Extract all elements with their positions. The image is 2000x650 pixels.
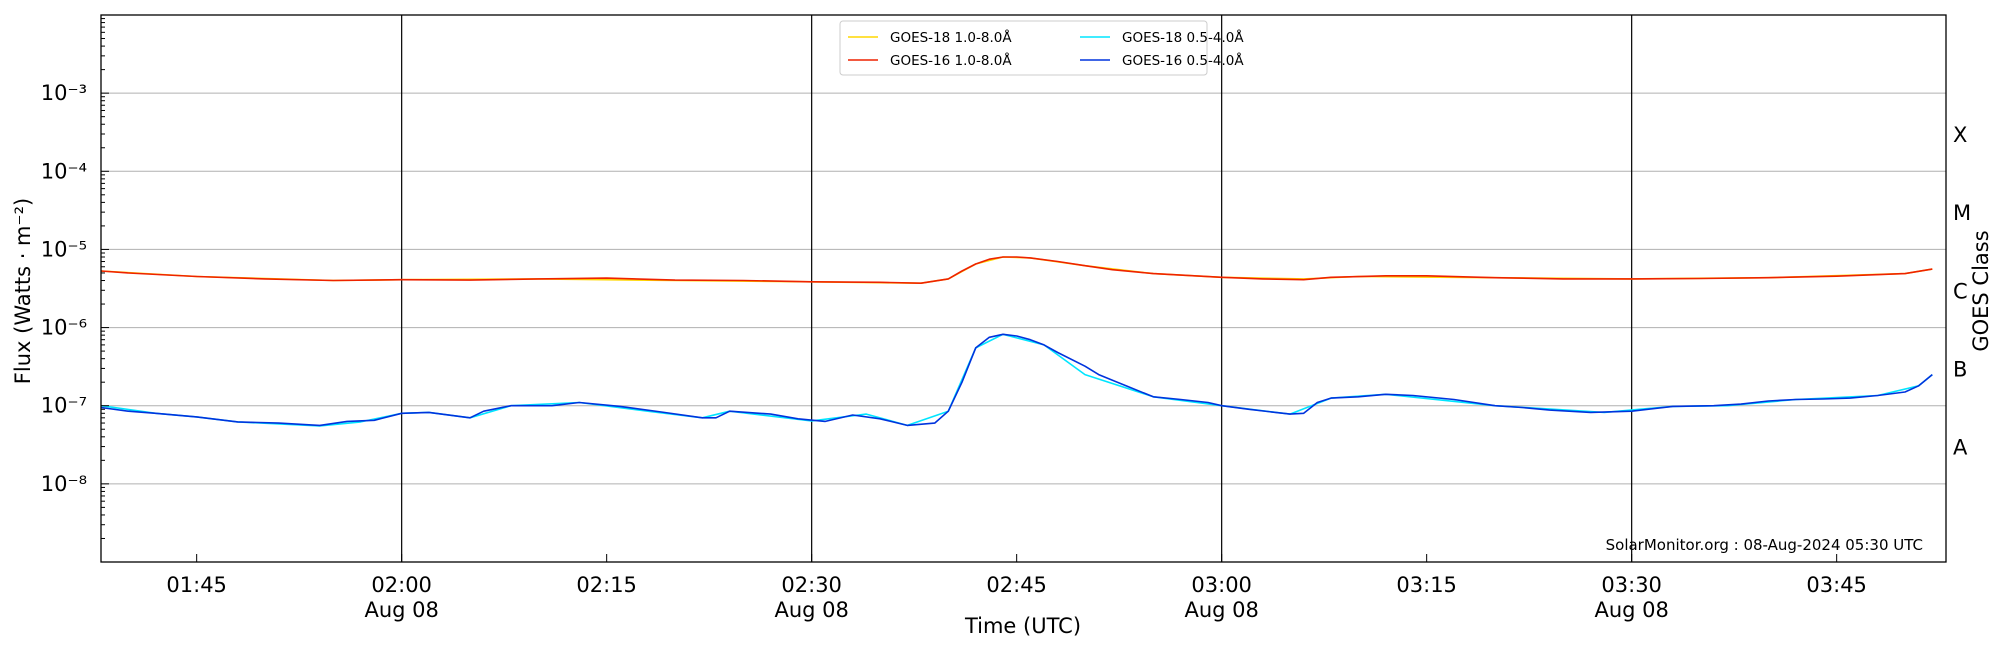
legend-label: GOES-18 0.5-4.0Å [1122,29,1244,46]
x-tick-date-label: Aug 08 [364,598,438,622]
legend-label: GOES-18 1.0-8.0Å [890,29,1012,46]
series-line-1 [100,256,1933,285]
legend-label: GOES-16 0.5-4.0Å [1122,52,1244,69]
goes-class-label: A [1953,436,1968,460]
plot-frame [100,14,1947,563]
y-tick-label: 10⁻⁸ [41,472,87,496]
series-lines [100,256,1933,427]
x-tick-date-label: Aug 08 [1594,598,1668,622]
x-tick-date-label: Aug 08 [774,598,848,622]
x-tick-label: 01:45 [166,573,227,597]
y-tick-label: 10⁻⁷ [41,394,87,418]
grid-lines [101,15,1946,562]
goes-class-label: C [1953,279,1968,303]
right-axis-title: GOES Class [1969,230,1993,351]
legend-box [839,20,1208,76]
x-tick-label: 03:00 [1191,573,1252,597]
goes-class-label: B [1953,357,1967,381]
goes-class-label: X [1953,123,1967,147]
series-line-3 [100,333,1933,427]
x-tick-label: 03:15 [1396,573,1457,597]
x-tick-label: 02:30 [781,573,842,597]
y-tick-label: 10⁻⁶ [41,316,87,340]
goes-class-labels: A B C M X [1953,123,1971,460]
legend-label: GOES-16 1.0-8.0Å [890,52,1012,69]
y-axis-title: Flux (Watts · m⁻²) [11,198,35,384]
legend: GOES-18 1.0-8.0Å GOES-16 1.0-8.0Å GOES-18 … [839,20,1244,76]
x-tick-label: 02:45 [986,573,1047,597]
x-tick-label: 03:30 [1601,573,1662,597]
y-tick-label: 10⁻³ [41,81,87,105]
credit-text: SolarMonitor.org : 08-Aug-2024 05:30 UTC [1606,536,1923,554]
y-tick-label: 10⁻⁴ [41,159,87,183]
x-tick-label: 02:15 [576,573,637,597]
goes-class-label: M [1953,201,1971,225]
x-tick-date-label: Aug 08 [1184,598,1258,622]
x-tick-label: 02:00 [371,573,432,597]
x-axis-title: Time (UTC) [964,614,1081,638]
y-tick-label: 10⁻⁵ [41,237,87,261]
x-tick-label: 03:45 [1806,573,1867,597]
